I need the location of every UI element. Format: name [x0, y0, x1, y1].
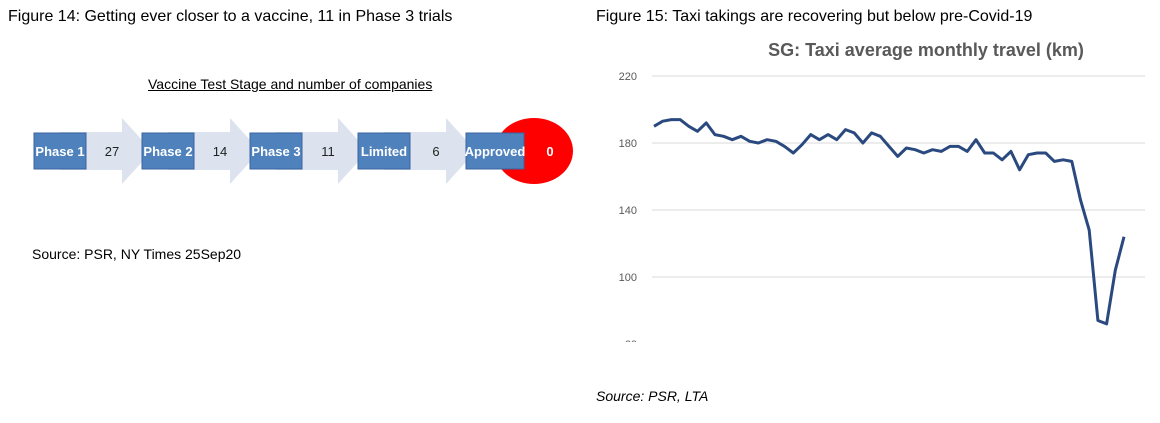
stage-label: Phase 1: [35, 144, 84, 159]
stage-box: [33, 132, 87, 170]
stage-count: 14: [213, 144, 227, 159]
stage-box: [141, 132, 195, 170]
stage-box: [465, 132, 525, 170]
figure-15-title: Figure 15: Taxi takings are recovering b…: [596, 8, 1033, 25]
stage-label: Phase 2: [143, 144, 192, 159]
stage-label: Limited: [361, 144, 407, 159]
series-line: [653, 118, 1126, 326]
stage-count: 27: [105, 144, 119, 159]
figure-14-source: Source: PSR, NY Times 25Sep20: [32, 246, 242, 262]
stage-label: Phase 3: [251, 144, 300, 159]
y-tick-label: 100: [619, 272, 637, 284]
y-tick-label: 220: [619, 71, 637, 83]
y-tick-label: 140: [619, 205, 637, 217]
figure-15-source: Source: PSR, LTA: [596, 388, 709, 404]
stage-label: Approved: [465, 144, 526, 159]
taxi-travel-chart: SG: Taxi average monthly travel (km) 220 1…: [590, 40, 1150, 348]
stage-box: [357, 132, 411, 170]
y-tick-label: 180: [619, 138, 637, 150]
stage-box: [249, 132, 303, 170]
plot-clip-mask: [590, 342, 1150, 348]
chart-title: SG: Taxi average monthly travel (km): [768, 40, 1084, 60]
stage-count: 6: [432, 144, 439, 159]
vaccine-stage-heading: Vaccine Test Stage and number of compani…: [148, 76, 433, 92]
figure-14-title: Figure 14: Getting ever closer to a vacc…: [8, 8, 453, 25]
stage-count: 11: [321, 144, 335, 159]
vaccine-stage-diagram: Phase 1 27 Phase 2 14 Phase 3 11 Limited 6 Appro…: [33, 118, 573, 184]
stage-count: 0: [546, 144, 553, 159]
